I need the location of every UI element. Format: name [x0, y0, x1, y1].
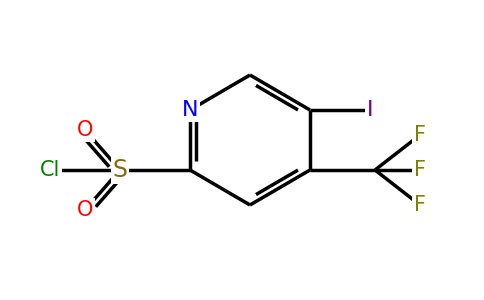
Text: S: S [112, 158, 127, 182]
Text: I: I [367, 100, 373, 120]
Text: O: O [77, 200, 93, 220]
Text: N: N [182, 100, 198, 120]
Text: O: O [77, 120, 93, 140]
Text: Cl: Cl [40, 160, 60, 180]
Text: F: F [414, 125, 426, 145]
Text: F: F [414, 160, 426, 180]
Text: F: F [414, 195, 426, 215]
